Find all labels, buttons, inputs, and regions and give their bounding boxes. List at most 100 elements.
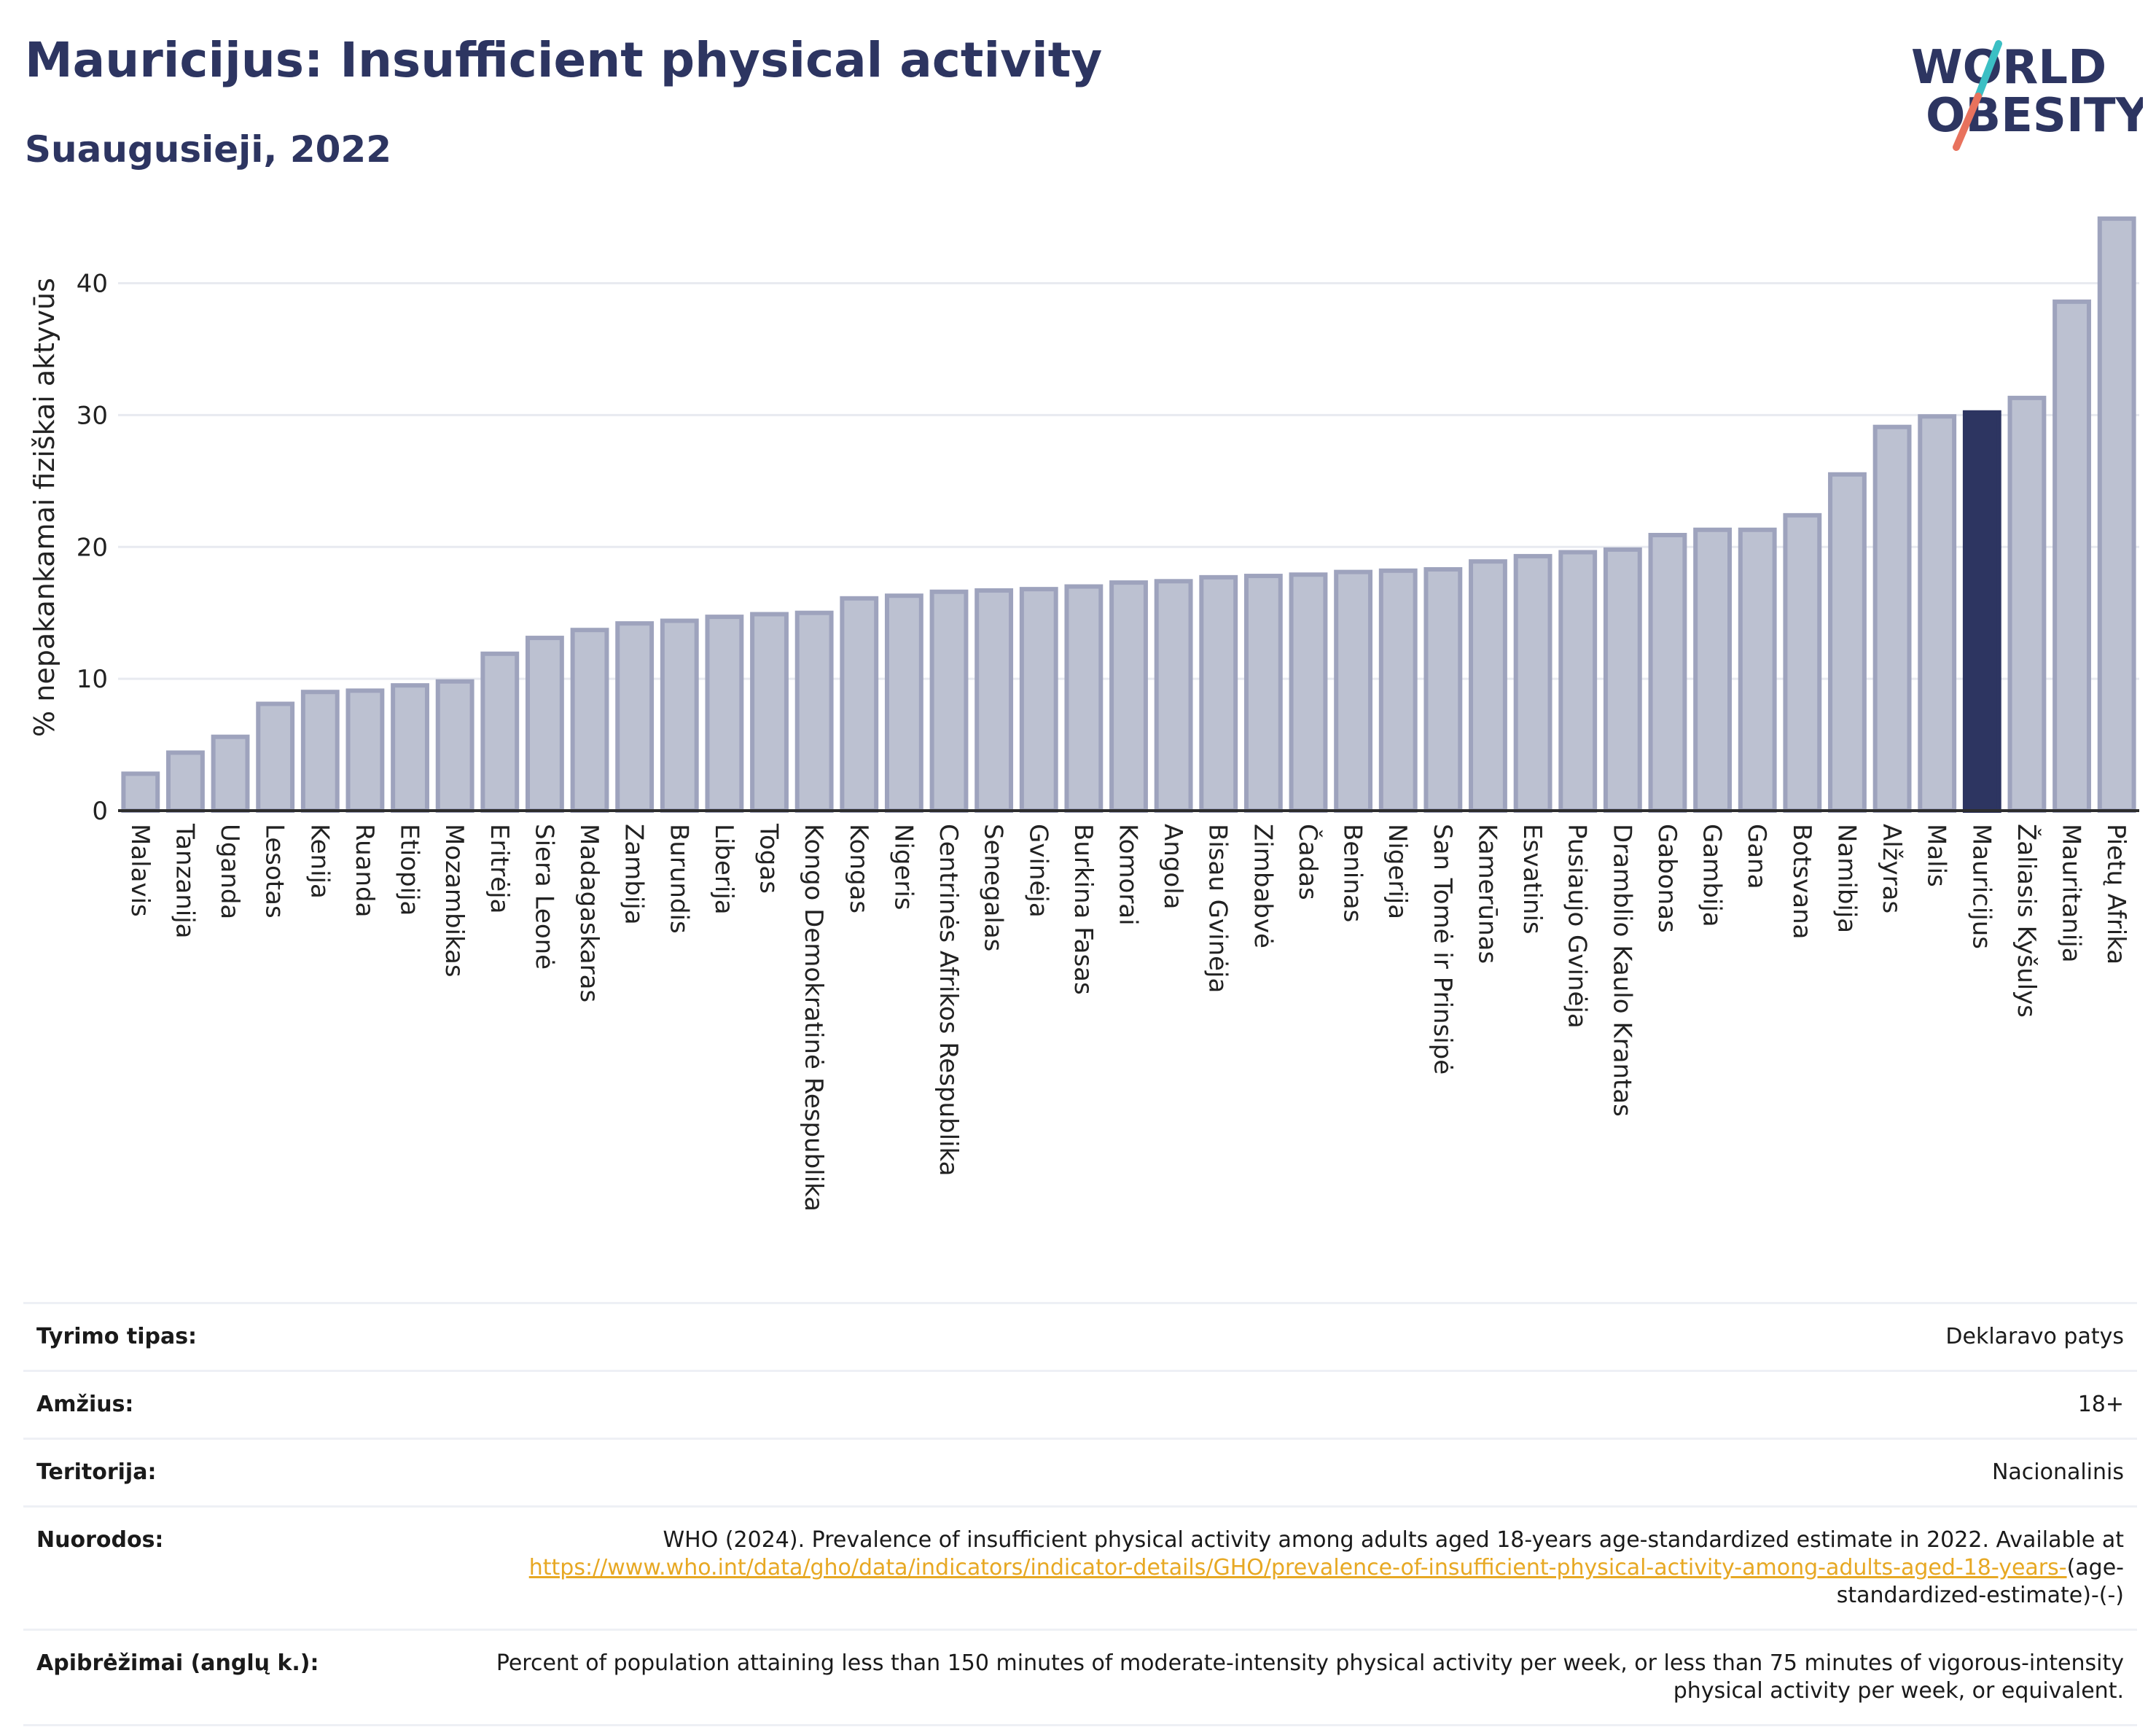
x-tick-label: Nigeris <box>888 824 918 911</box>
x-tick-label: Mauricijus <box>1966 824 1996 949</box>
x-tick-label: Komorai <box>1114 824 1143 926</box>
x-tick-label: Burundis <box>664 824 693 934</box>
reference-link[interactable]: https://www.who.int/data/gho/data/indica… <box>528 1555 2067 1580</box>
meta-label: Tyrimo tipas: <box>36 1324 198 1349</box>
x-tick-label: Alžyras <box>1877 824 1906 913</box>
x-tick-label: Senegalas <box>979 824 1008 951</box>
meta-value: Percent of population attaining less tha… <box>496 1650 2124 1704</box>
x-tick-label: Burkina Fasas <box>1069 824 1098 995</box>
bar <box>1693 527 1733 813</box>
x-tick-label: Tanzanija <box>170 823 199 938</box>
x-tick-label: Čadas <box>1293 824 1323 900</box>
reference-suffix: (age-standardized-estimate)-(-) <box>1836 1555 2124 1608</box>
bar <box>884 593 923 813</box>
x-tick-label: Angola <box>1158 824 1187 909</box>
x-tick-label: Pietų Afrika <box>2101 824 2130 964</box>
x-tick-label: Zambija <box>620 824 649 925</box>
x-tick-label: Namibija <box>1832 824 1861 933</box>
x-tick-label: Dramblio Kaulo Krantas <box>1607 824 1636 1117</box>
x-tick-label: Žaliasis Kyšulys <box>2012 824 2042 1018</box>
x-tick-label: Uganda <box>215 824 244 919</box>
x-tick-label: Gambija <box>1698 824 1727 927</box>
meta-value: 18+ <box>2077 1392 2124 1417</box>
meta-row-territory: Teritorija: Nacionalinis <box>23 1440 2137 1508</box>
x-tick-label: Malis <box>1922 824 1951 887</box>
bar <box>929 589 969 813</box>
bar <box>2053 299 2091 813</box>
bar <box>1199 574 1238 813</box>
y-tick-label: 0 <box>92 797 108 826</box>
bar <box>1872 424 1912 813</box>
bar <box>1154 579 1193 813</box>
x-tick-label: Kamerūnas <box>1472 824 1501 964</box>
bar <box>1828 472 1867 813</box>
bar <box>1378 568 1418 813</box>
bar <box>750 612 789 813</box>
meta-row-age: Amžius: 18+ <box>23 1372 2137 1440</box>
x-tick-label: San Tomė ir Prinsipė <box>1428 824 1457 1075</box>
x-tick-label: Mauritanija <box>2057 824 2086 963</box>
world-obesity-logo: WORLD OBESITY <box>1911 40 2143 151</box>
bar <box>615 621 655 813</box>
bar <box>1513 553 1552 813</box>
bar <box>1019 587 1058 814</box>
meta-label: Apibrėžimai (anglų k.): <box>36 1650 319 1676</box>
logo-slash-coral <box>1953 93 1982 151</box>
x-tick-label: Zimbabvė <box>1248 824 1277 948</box>
meta-row-study-type: Tyrimo tipas: Deklaravo patys <box>23 1304 2137 1372</box>
bar <box>1918 414 1957 813</box>
bar <box>1603 547 1642 813</box>
bar <box>1738 527 1777 813</box>
x-tick-label: Kenija <box>305 824 334 899</box>
x-tick-label: Madagaskaras <box>574 824 604 1002</box>
bar <box>1648 532 1687 813</box>
bar <box>345 688 385 813</box>
metadata-table: Tyrimo tipas: Deklaravo patys Amžius: 18… <box>23 1302 2137 1726</box>
y-axis-label: % nepakankamai fiziškai aktyvūs <box>28 278 60 737</box>
x-tick-label: Bisau Gvinėja <box>1203 824 1233 993</box>
x-tick-label: Gvinėja <box>1023 824 1052 918</box>
page-title: Mauricijus: Insufficient physical activi… <box>25 32 1103 88</box>
bar <box>1334 569 1373 813</box>
bar <box>1558 550 1598 813</box>
bar <box>1064 584 1104 813</box>
meta-row-definitions: Apibrėžimai (anglų k.): Percent of popul… <box>23 1631 2137 1726</box>
x-tick-label: Esvatinis <box>1518 824 1547 935</box>
y-tick-label: 10 <box>77 665 108 694</box>
meta-label: Amžius: <box>36 1392 134 1417</box>
bar <box>794 610 834 814</box>
y-tick-label: 20 <box>77 533 108 562</box>
x-tick-label: Gabonas <box>1652 824 1682 933</box>
x-tick-label: Mozambikas <box>440 824 469 978</box>
bar <box>2097 216 2136 814</box>
bar <box>1783 512 1822 813</box>
bar <box>121 771 160 813</box>
bar <box>256 701 295 814</box>
bar <box>1423 567 1463 813</box>
bar <box>570 628 609 813</box>
bar <box>705 615 744 814</box>
bar <box>435 679 474 813</box>
bar <box>300 690 340 814</box>
x-tick-label: Eritrėja <box>485 824 514 913</box>
bar <box>660 618 699 814</box>
x-tick-label: Lesotas <box>260 824 289 919</box>
bar <box>166 750 205 814</box>
bar <box>525 636 564 813</box>
bar <box>211 734 250 814</box>
x-tick-label: Centrinės Afrikos Respublika <box>934 824 963 1176</box>
bar <box>1469 559 1507 813</box>
y-tick-label: 40 <box>77 270 108 299</box>
x-tick-label: Beninas <box>1338 824 1367 922</box>
x-tick-label: Gana <box>1742 824 1771 889</box>
meta-label: Nuorodos: <box>36 1527 164 1553</box>
bar <box>1962 410 2001 813</box>
bar-chart: 0 10 20 30 40 % nepakankamai fiziškai aktyvūs… <box>28 216 2139 1212</box>
bar <box>840 596 879 813</box>
bar <box>391 683 429 813</box>
meta-value: WHO (2024). Prevalence of insufficient p… <box>415 1527 2124 1610</box>
x-tick-label: Botsvana <box>1787 824 1816 940</box>
x-tick-label: Etiopija <box>395 824 424 916</box>
x-tick-label: Siera Leonė <box>529 824 558 970</box>
meta-value: Nacionalinis <box>1991 1459 2124 1485</box>
